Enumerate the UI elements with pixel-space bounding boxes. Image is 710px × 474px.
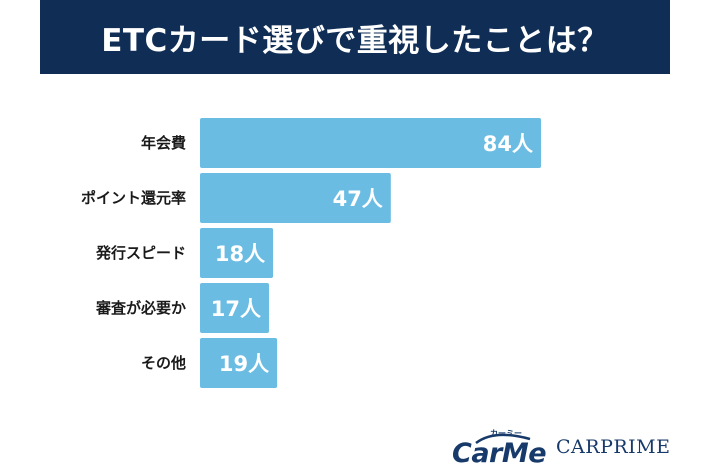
- bar-4: [200, 283, 270, 333]
- title-banner: ETCカード選びで重視したことは？: [40, 0, 670, 74]
- category-label-2: ポイント還元率: [81, 189, 186, 207]
- value-label-4: 17人: [211, 297, 261, 321]
- carprime-logo: CARPRIME: [556, 436, 671, 458]
- chart-title: ETCカード選びで重視したことは？: [101, 22, 609, 59]
- carme-wordmark: CarMe: [452, 438, 547, 469]
- value-label-1: 84人: [483, 132, 533, 156]
- category-label-3: 発行スピード: [95, 244, 186, 262]
- bar-1: [200, 118, 542, 168]
- car-swoosh-icon: [475, 433, 531, 445]
- category-label-5: その他: [141, 354, 186, 372]
- carme-kana: カーミー: [490, 429, 522, 438]
- carme-logo: カーミー CarMe: [452, 428, 548, 469]
- category-label-4: 審査が必要か: [95, 299, 186, 317]
- value-label-2: 47人: [333, 187, 383, 211]
- bar-2: [200, 173, 391, 223]
- value-label-3: 18人: [215, 242, 265, 266]
- value-label-5: 19人: [219, 352, 269, 376]
- category-label-1: 年会費: [141, 134, 186, 152]
- bar-3: [200, 228, 274, 278]
- bar-5: [200, 338, 278, 388]
